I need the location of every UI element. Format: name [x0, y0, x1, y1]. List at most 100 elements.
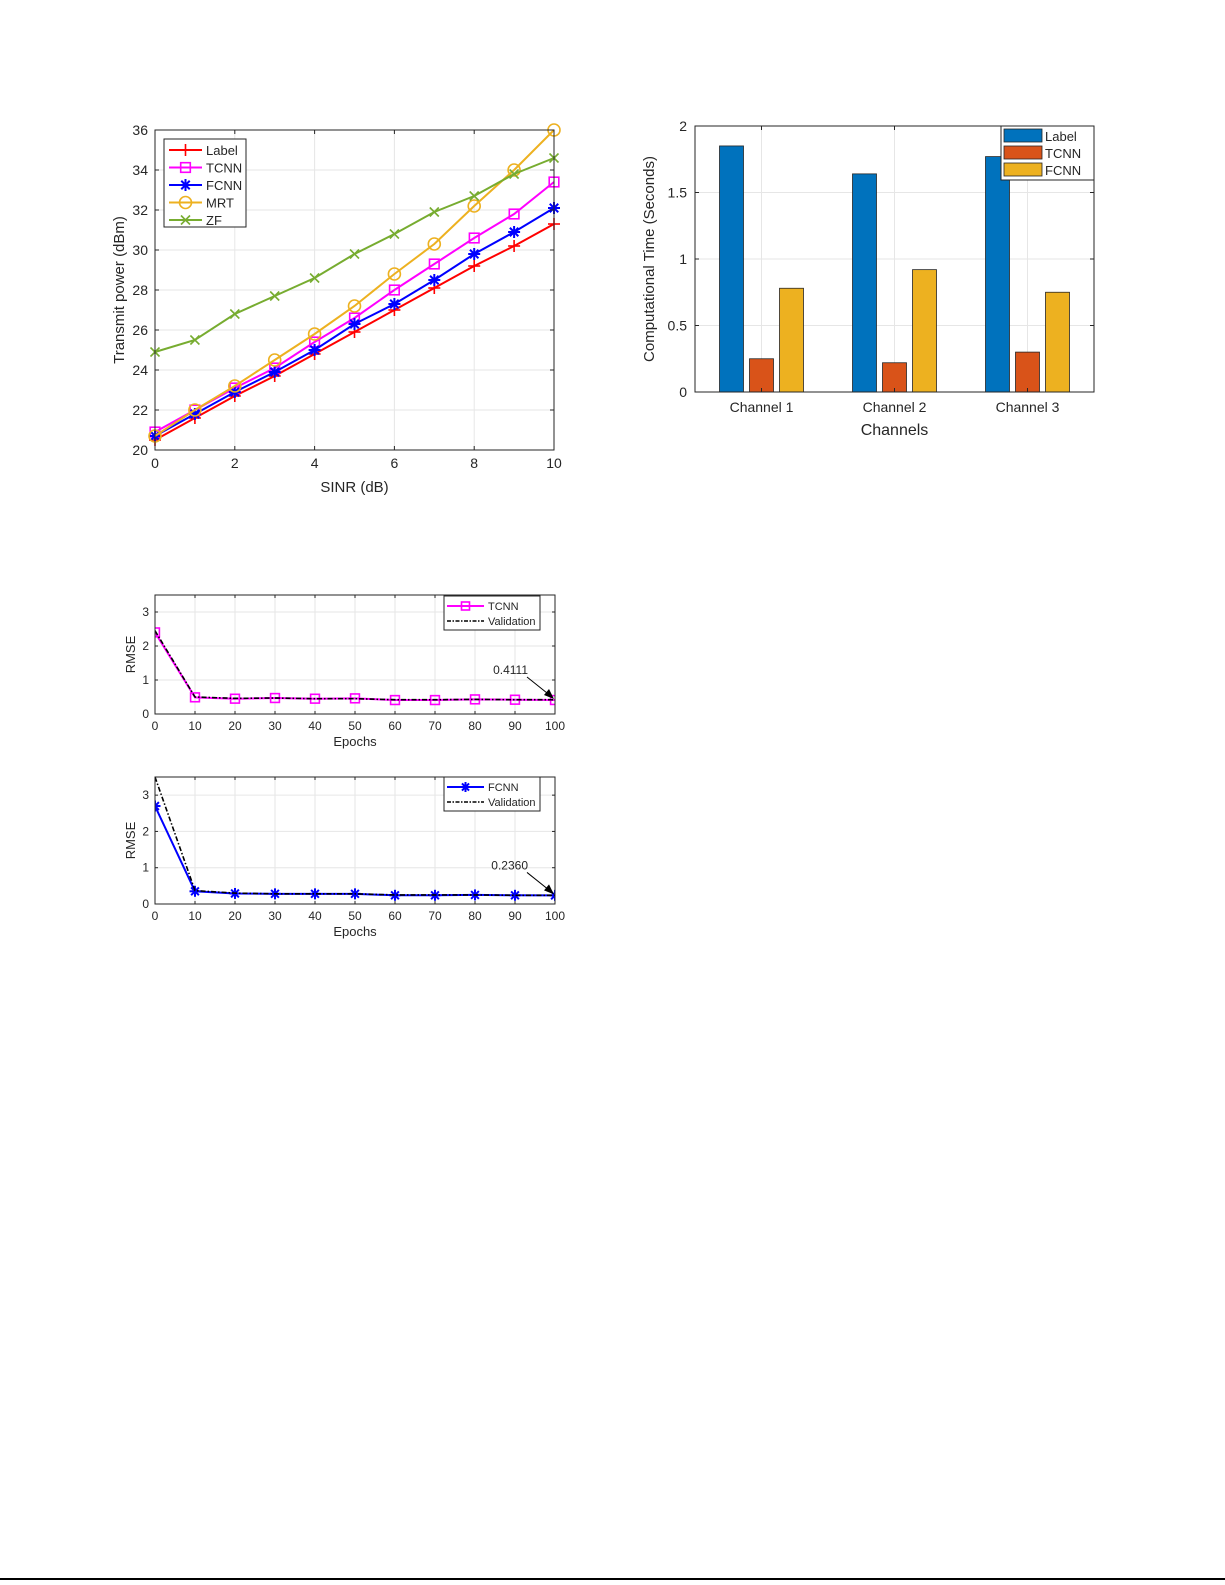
legend-label: ZF — [206, 213, 222, 228]
legend-label: FCNN — [1045, 163, 1081, 178]
legend: TCNN Validation — [443, 595, 541, 631]
legend: Label TCNN FCNN MRT ZF — [163, 138, 247, 228]
legend-label: Label — [206, 143, 238, 158]
asterisk-marker-icon — [308, 344, 321, 356]
bar-group-2 — [852, 173, 937, 393]
x-tick-label: 20 — [228, 909, 242, 923]
y-tick-label: 2 — [679, 118, 687, 134]
y-tick-label: 3 — [142, 605, 149, 619]
page-bottom-rule — [0, 1578, 1225, 1580]
bar-fcnn — [779, 287, 804, 393]
bar-group-3 — [985, 156, 1070, 393]
legend: Label TCNN FCNN — [1000, 125, 1095, 181]
y-tick-label: 26 — [132, 322, 148, 338]
x-tick-label: 0 — [151, 455, 159, 471]
y-tick-label: 1 — [142, 861, 149, 875]
y-tick-label: 1 — [679, 251, 687, 267]
x-marker-icon — [389, 228, 400, 240]
series-mrt — [148, 123, 561, 443]
square-marker-icon — [468, 232, 480, 244]
x-marker-icon — [180, 214, 191, 226]
x-tick-label: 10 — [546, 455, 562, 471]
x-tick-label: Channel 2 — [863, 399, 927, 415]
x-tick-label: 4 — [311, 455, 319, 471]
y-axis-label: RMSE — [123, 821, 138, 859]
x-tick-label: 8 — [470, 455, 478, 471]
annotation-arrow: 0.4111 — [493, 663, 554, 700]
annotation-arrow: 0.2360 — [491, 858, 554, 895]
tcnn-rmse-chart: 0 10 20 30 40 50 60 70 80 90 100 0 1 2 3 Epochs RMSE TCNN… — [123, 594, 565, 749]
circle-marker-icon — [307, 327, 322, 341]
bar-group-1 — [719, 145, 804, 393]
x-tick-label: 100 — [545, 719, 565, 733]
bar-fcnn — [912, 269, 937, 393]
legend-label: TCNN — [206, 161, 242, 176]
y-tick-label: 32 — [132, 202, 148, 218]
legend-label: FCNN — [206, 178, 242, 193]
x-marker-icon — [429, 206, 440, 218]
x-axis-label: Epochs — [333, 924, 377, 939]
y-tick-label: 28 — [132, 282, 148, 298]
y-tick-label: 36 — [132, 122, 148, 138]
x-tick-label: 30 — [268, 909, 282, 923]
x-tick-label: 100 — [545, 909, 565, 923]
x-marker-icon — [229, 308, 240, 320]
bar-label — [719, 145, 744, 393]
annotation-label: 0.4111 — [493, 663, 528, 677]
x-marker-icon — [469, 190, 480, 202]
circle-marker-icon — [267, 353, 282, 367]
y-tick-label: 1.5 — [668, 185, 688, 201]
series-zf — [149, 152, 560, 358]
x-tick-label: Channel 1 — [730, 399, 794, 415]
x-tick-label: 2 — [231, 455, 239, 471]
legend-label: Label — [1045, 129, 1077, 144]
x-tick-label: 90 — [508, 909, 522, 923]
y-axis-label: RMSE — [123, 635, 138, 673]
x-tick-label: 6 — [391, 455, 399, 471]
x-tick-label: 90 — [508, 719, 522, 733]
bar-tcnn — [749, 358, 774, 393]
x-tick-label: 50 — [348, 909, 362, 923]
x-tick-label: 10 — [188, 909, 202, 923]
y-tick-label: 24 — [132, 362, 148, 378]
y-tick-label: 0 — [142, 707, 149, 721]
square-marker-icon — [508, 208, 520, 220]
square-marker-icon — [388, 284, 401, 296]
asterisk-marker-icon — [388, 298, 401, 310]
y-tick-label: 0.5 — [668, 318, 688, 334]
x-tick-label: 80 — [468, 909, 482, 923]
x-tick-label: 20 — [228, 719, 242, 733]
x-tick-label: 80 — [468, 719, 482, 733]
plus-marker-icon — [508, 240, 521, 252]
asterisk-marker-icon — [508, 226, 521, 238]
square-marker-icon — [179, 161, 192, 174]
annotation-label: 0.2360 — [491, 858, 528, 872]
x-tick-label: 60 — [388, 909, 402, 923]
square-marker-icon — [428, 258, 440, 270]
y-tick-label: 2 — [142, 824, 149, 838]
asterisk-marker-icon — [428, 274, 441, 286]
plus-marker-icon — [179, 144, 192, 156]
x-axis-label: Channels — [861, 422, 929, 439]
series-validation — [155, 630, 555, 701]
square-marker-icon — [460, 601, 471, 611]
x-marker-icon — [269, 290, 280, 302]
series-validation — [155, 777, 555, 897]
asterisk-marker-icon — [468, 248, 481, 260]
circle-marker-icon — [228, 379, 242, 393]
y-axis-label: Transmit power (dBm) — [111, 216, 128, 364]
y-tick-label: 20 — [132, 442, 148, 458]
circle-marker-icon — [387, 267, 402, 281]
x-tick-label: 10 — [188, 719, 202, 733]
legend-label: TCNN — [488, 601, 519, 613]
asterisk-marker-icon — [179, 179, 192, 191]
legend-label: TCNN — [1045, 146, 1081, 161]
x-marker-icon — [349, 248, 360, 260]
x-marker-icon — [509, 168, 520, 180]
circle-marker-icon — [178, 195, 193, 210]
bar-tcnn — [1015, 351, 1040, 393]
circle-marker-icon — [188, 403, 202, 417]
asterisk-marker-icon — [268, 366, 281, 378]
